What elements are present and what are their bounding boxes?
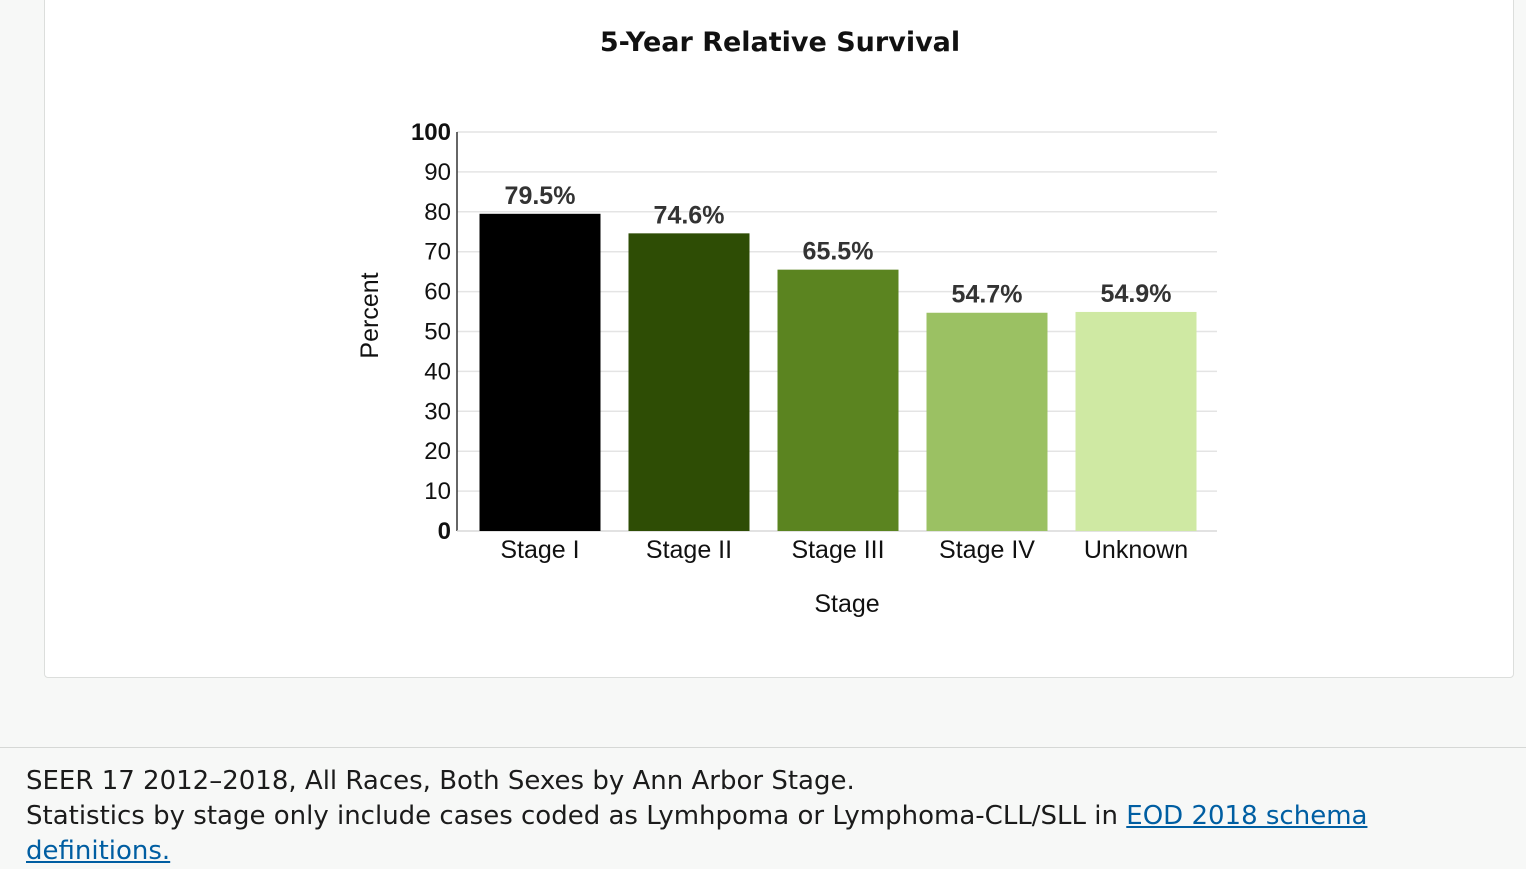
y-axis-label: Percent bbox=[356, 272, 384, 358]
divider bbox=[0, 747, 1526, 748]
bar bbox=[628, 233, 750, 531]
data-label: 54.9% bbox=[1101, 280, 1172, 308]
data-label: 79.5% bbox=[505, 182, 576, 210]
footnote-line-1: SEER 17 2012–2018, All Races, Both Sexes… bbox=[26, 766, 855, 796]
x-axis-label: Stage bbox=[814, 590, 879, 618]
bar bbox=[479, 213, 601, 532]
chart-title: 5-Year Relative Survival bbox=[599, 27, 961, 58]
y-tick-label: 60 bbox=[424, 279, 451, 306]
data-label: 54.7% bbox=[952, 281, 1023, 309]
bar bbox=[1075, 311, 1197, 531]
x-tick-label: Stage II bbox=[646, 536, 732, 564]
footnote-line-2-text: Statistics by stage only include cases c… bbox=[26, 801, 1127, 831]
bar bbox=[926, 312, 1048, 531]
y-tick-label: 50 bbox=[424, 319, 451, 346]
chart-card: 5-Year Relative Survival 0 10 20 30 40 50 60 70… bbox=[44, 0, 1514, 678]
x-tick-label: Stage III bbox=[791, 536, 884, 564]
x-tick-label: Stage I bbox=[500, 536, 579, 564]
y-tick-label: 80 bbox=[424, 199, 451, 226]
footnote-line-2: Statistics by stage only include cases c… bbox=[26, 799, 1506, 869]
x-tick-label: Stage IV bbox=[939, 536, 1035, 564]
y-tick-label: 100 bbox=[411, 119, 451, 146]
bar bbox=[777, 269, 899, 531]
y-tick-label: 40 bbox=[424, 358, 451, 385]
y-tick-label: 70 bbox=[424, 239, 451, 266]
x-tick-label: Unknown bbox=[1084, 536, 1188, 564]
y-tick-label: 20 bbox=[424, 438, 451, 465]
data-label: 74.6% bbox=[654, 201, 725, 229]
y-tick-label: 10 bbox=[424, 478, 451, 505]
data-label: 65.5% bbox=[803, 238, 874, 266]
y-tick-label: 30 bbox=[424, 398, 451, 425]
bar-chart: 0 10 20 30 40 50 60 70 80 90 100 79.5% Stage I 74.6% S… bbox=[356, 119, 1217, 618]
y-tick-label: 0 bbox=[438, 518, 451, 545]
footnote: SEER 17 2012–2018, All Races, Both Sexes… bbox=[26, 764, 1506, 869]
y-tick-label: 90 bbox=[424, 159, 451, 186]
